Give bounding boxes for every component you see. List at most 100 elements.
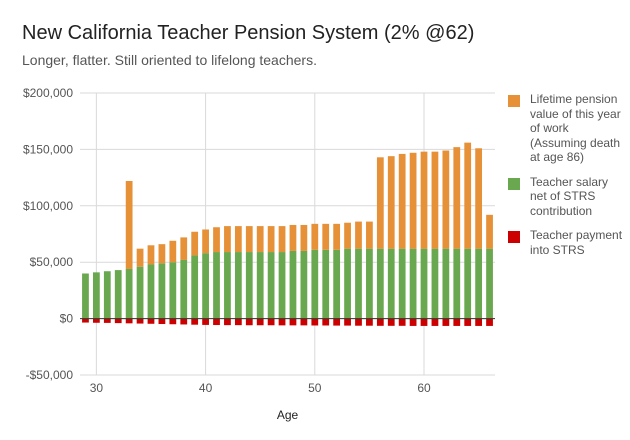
- bar-pension: [158, 244, 166, 264]
- x-tick-label: 60: [417, 381, 431, 395]
- bar-payment: [442, 318, 450, 326]
- x-tick-label: 40: [199, 381, 213, 395]
- bar-pension: [224, 226, 231, 253]
- bar-pension: [191, 231, 199, 256]
- bar-salary: [92, 272, 100, 319]
- bar-salary: [355, 248, 362, 319]
- bar-payment: [278, 318, 286, 326]
- bar-payment: [289, 318, 297, 326]
- legend-swatch-pension: [508, 95, 520, 107]
- bar-salary: [333, 249, 341, 319]
- bar-payment: [92, 318, 100, 323]
- bar-payment: [376, 318, 384, 326]
- bar-pension: [464, 142, 472, 249]
- bar-pension: [169, 240, 177, 263]
- bar-salary: [289, 250, 297, 319]
- bar-pension: [125, 180, 133, 269]
- y-tick-label: $150,000: [23, 142, 73, 156]
- bar-payment: [322, 318, 330, 326]
- bar-payment: [420, 318, 428, 326]
- legend-item-pension: Lifetime pension value of this year of w…: [508, 92, 626, 165]
- y-tick-label: $0: [60, 312, 74, 326]
- bar-pension: [398, 153, 406, 249]
- bar-pension: [431, 151, 439, 249]
- x-tick-label: 30: [90, 381, 104, 395]
- bar-payment: [409, 318, 417, 326]
- bar-payment: [147, 318, 155, 324]
- x-tick-label: 50: [308, 381, 322, 395]
- bar-payment: [311, 318, 319, 326]
- bar-payment: [300, 318, 308, 326]
- bar-pension: [278, 226, 286, 253]
- bar-salary: [322, 249, 330, 319]
- y-tick-label: -$50,000: [26, 368, 74, 382]
- bar-pension: [366, 221, 373, 249]
- bar-pension: [355, 221, 362, 249]
- bar-pension: [202, 229, 209, 254]
- bar-payment: [355, 318, 362, 326]
- legend: Lifetime pension value of this year of w…: [508, 92, 626, 267]
- bar-pension: [387, 156, 395, 249]
- bar-payment: [191, 318, 199, 325]
- bar-payment: [344, 318, 351, 326]
- bar-payment: [158, 318, 166, 325]
- bar-salary: [398, 248, 406, 319]
- bar-pension: [442, 150, 450, 249]
- bar-pension: [453, 147, 461, 249]
- bar-payment: [366, 318, 373, 326]
- bar-salary: [213, 252, 220, 319]
- bar-pension: [180, 237, 188, 260]
- bar-salary: [245, 252, 253, 319]
- bar-salary: [300, 250, 308, 319]
- legend-item-salary: Teacher salary net of STRS contribution: [508, 175, 626, 219]
- bar-payment: [464, 318, 472, 326]
- legend-swatch-salary: [508, 177, 520, 190]
- bar-payment: [82, 318, 89, 323]
- bar-salary: [376, 248, 384, 319]
- bar-payment: [125, 318, 133, 324]
- bar-pension: [256, 226, 264, 253]
- chart-title: New California Teacher Pension System (2…: [22, 22, 475, 44]
- bar-salary: [366, 248, 373, 319]
- bar-salary: [158, 263, 166, 319]
- bar-payment: [267, 318, 275, 326]
- bar-payment: [387, 318, 395, 326]
- bar-salary: [125, 268, 133, 319]
- bar-payment: [169, 318, 177, 325]
- bar-pension: [322, 223, 330, 250]
- bar-payment: [453, 318, 461, 326]
- bar-pension: [234, 226, 242, 253]
- bar-pension: [147, 245, 155, 265]
- bar-payment: [245, 318, 253, 326]
- bar-pension: [267, 226, 275, 253]
- bar-salary: [191, 255, 199, 319]
- bar-salary: [82, 273, 89, 319]
- y-tick-label: $100,000: [23, 199, 73, 213]
- bar-pension: [409, 152, 417, 249]
- bar-salary: [114, 270, 122, 319]
- bar-salary: [202, 253, 209, 319]
- bar-payment: [486, 318, 493, 326]
- bar-payment: [398, 318, 406, 326]
- bar-salary: [475, 248, 483, 319]
- bar-salary: [409, 248, 417, 319]
- legend-label-salary: Teacher salary net of STRS contribution: [530, 174, 609, 218]
- bar-salary: [234, 252, 242, 319]
- bar-pension: [136, 248, 144, 267]
- bar-salary: [224, 252, 231, 319]
- bar-salary: [431, 248, 439, 319]
- bar-payment: [234, 318, 242, 326]
- bar-salary: [169, 262, 177, 319]
- bar-salary: [180, 259, 188, 319]
- bar-salary: [486, 248, 493, 319]
- bar-salary: [453, 248, 461, 319]
- bar-payment: [114, 318, 122, 324]
- bar-pension: [344, 222, 351, 249]
- bar-pension: [333, 223, 341, 250]
- legend-swatch-payment: [508, 231, 520, 243]
- bar-salary: [147, 264, 155, 319]
- bar-payment: [136, 318, 144, 324]
- legend-label-payment: Teacher payment into STRS: [530, 228, 623, 257]
